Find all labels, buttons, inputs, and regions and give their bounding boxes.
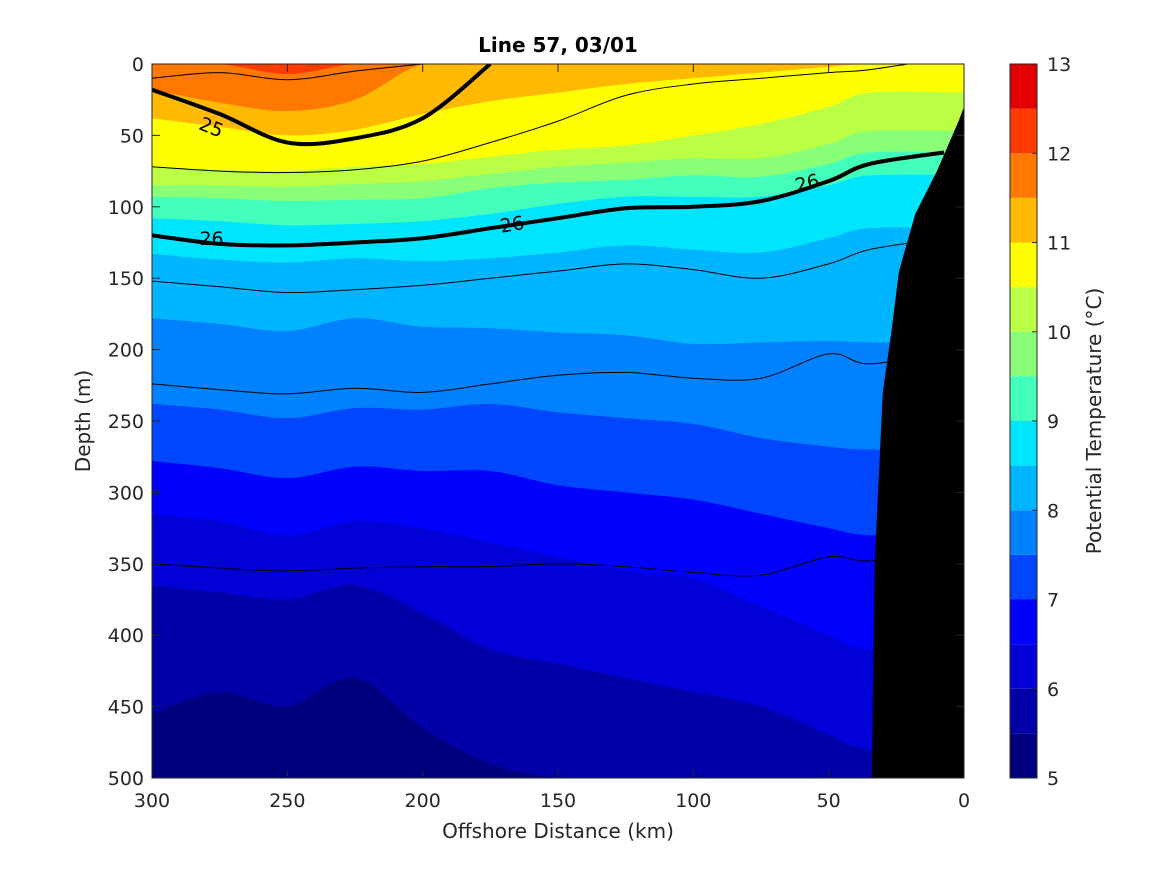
x-tick-label: 300: [134, 790, 170, 812]
colorbar-tick-label: 10: [1047, 322, 1071, 344]
x-tick-label: 150: [540, 790, 576, 812]
colorbar-swatch: [1010, 197, 1037, 243]
colorbar-tick-label: 6: [1047, 679, 1059, 701]
colorbar: [1010, 64, 1037, 778]
colorbar-swatch: [1010, 688, 1037, 734]
colorbar-tick-label: 9: [1047, 411, 1059, 433]
temperature-fill: [152, 64, 964, 778]
x-tick-label: 100: [675, 790, 711, 812]
y-tick-label: 250: [108, 411, 144, 433]
colorbar-swatch: [1010, 64, 1037, 109]
y-tick-label: 150: [108, 268, 144, 290]
y-tick-label: 400: [108, 625, 144, 647]
colorbar-tick-label: 8: [1047, 500, 1059, 522]
density-contours: [152, 64, 945, 577]
y-tick-label: 0: [132, 54, 144, 76]
colorbar-swatch: [1010, 242, 1037, 288]
colorbar-ticks: 5 6 7 8 9 10 11 12 13: [1032, 54, 1071, 790]
y-tick-label: 350: [108, 554, 144, 576]
colorbar-tick-label: 11: [1047, 233, 1071, 255]
x-tick-label: 250: [269, 790, 305, 812]
colorbar-tick-label: 13: [1047, 54, 1071, 76]
temperature-band-12: [152, 64, 964, 74]
colorbar-swatch: [1010, 510, 1037, 555]
colorbar-tick-label: 5: [1047, 768, 1059, 790]
bathymetry: [872, 106, 964, 778]
contour-label-1: 26: [199, 228, 223, 250]
y-axis-label: Depth (m): [71, 370, 95, 472]
colorbar-tick-label: 7: [1047, 590, 1059, 612]
density-contour-26: [152, 150, 945, 248]
y-tick-label: 300: [108, 482, 144, 504]
y-tick-label: 200: [108, 340, 144, 362]
density-contour-27.5: [152, 549, 945, 577]
y-tick-label: 500: [108, 768, 144, 790]
density-contour-25: [152, 64, 492, 147]
temperature-band-11.5: [152, 64, 964, 112]
density-contour-25.5: [152, 64, 912, 174]
x-tick-label: 50: [817, 790, 841, 812]
chart-title: Line 57, 03/01: [478, 33, 638, 57]
y-tick-label: 50: [120, 125, 144, 147]
colorbar-swatch: [1010, 554, 1037, 600]
density-contour-24.5: [152, 64, 423, 81]
x-axis-ticks: 300 250 200 150 100 50 0: [134, 64, 970, 812]
colorbar-tick-label: 12: [1047, 143, 1071, 165]
colorbar-swatch: [1010, 331, 1037, 377]
colorbar-swatch: [1010, 376, 1037, 421]
colorbar-swatch: [1010, 153, 1037, 198]
colorbar-swatch: [1010, 287, 1037, 332]
colorbar-swatch: [1010, 733, 1037, 778]
y-tick-label: 450: [108, 697, 144, 719]
x-axis-label: Offshore Distance (km): [442, 819, 674, 843]
colorbar-swatch: [1010, 465, 1037, 511]
x-tick-label: 200: [405, 790, 441, 812]
colorbar-swatch: [1010, 421, 1037, 466]
density-contour-26.5: [152, 237, 945, 294]
y-tick-label: 100: [108, 197, 144, 219]
x-tick-label: 0: [958, 790, 970, 812]
colorbar-swatch: [1010, 644, 1037, 689]
colorbar-swatch: [1010, 599, 1037, 645]
y-axis-ticks: 0 50 100 150 200 250 300 350 400 450 500: [108, 54, 964, 790]
density-contour-27: [152, 352, 945, 395]
colorbar-label: Potential Temperature (°C): [1082, 288, 1106, 555]
colorbar-swatch: [1010, 108, 1037, 154]
seafloor-shape: [872, 106, 964, 778]
contour-label-2: 26: [498, 212, 526, 238]
